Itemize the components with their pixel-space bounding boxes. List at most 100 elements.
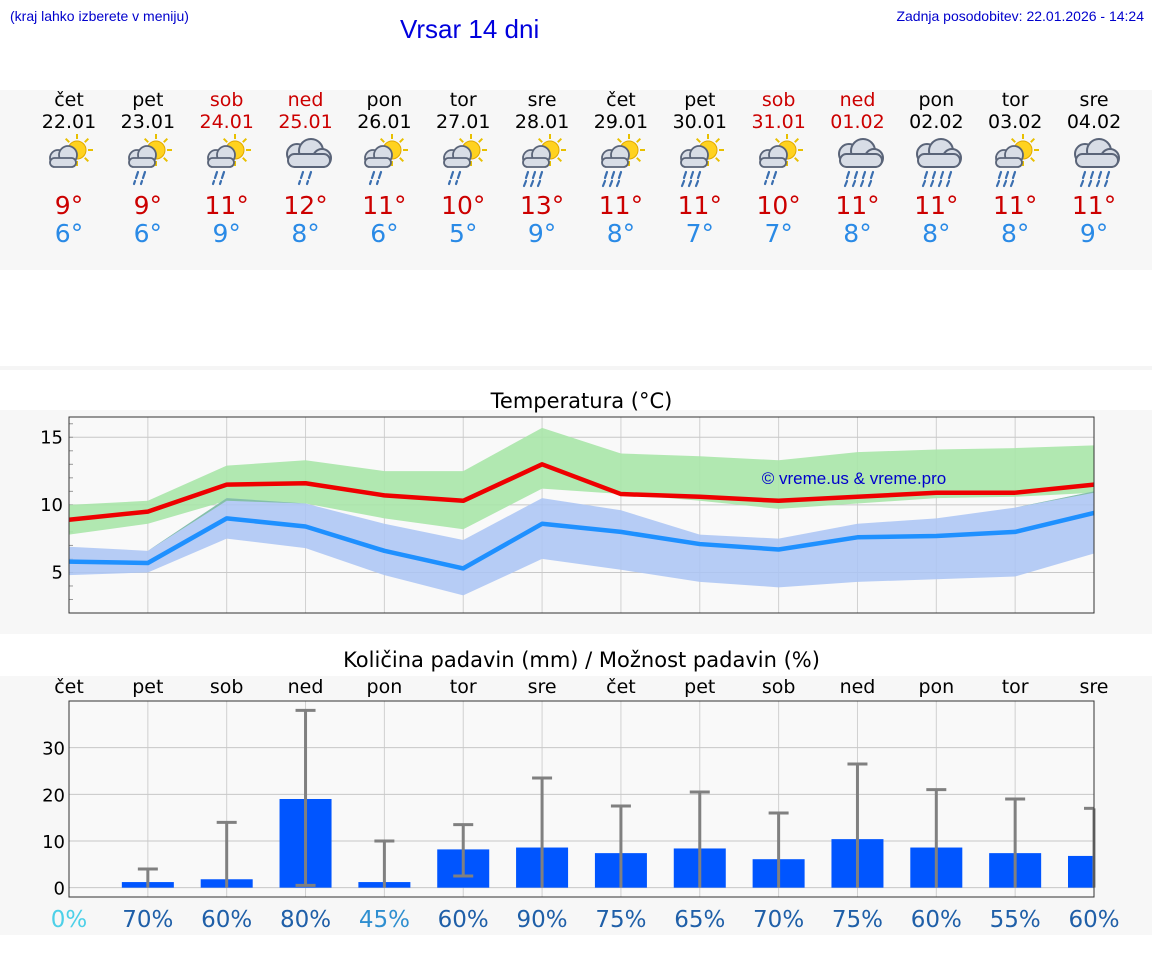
day-name: sre bbox=[1079, 89, 1109, 111]
temp-min: 7° bbox=[764, 219, 793, 248]
last-update: Zadnja posodobitev: 22.01.2026 - 14:24 bbox=[896, 8, 1144, 24]
day-date: 04.02 bbox=[1066, 111, 1122, 133]
precipitation-day-label: sre bbox=[528, 676, 557, 698]
sun-cloud-heavy-rain-icon bbox=[679, 134, 724, 188]
temp-min: 9° bbox=[212, 219, 241, 248]
day-date: 31.01 bbox=[751, 111, 806, 133]
precipitation-probability: 60% bbox=[1068, 907, 1119, 933]
day-date: 24.01 bbox=[199, 111, 254, 133]
day-name: sob bbox=[761, 89, 796, 111]
temp-max: 10° bbox=[441, 191, 486, 220]
precipitation-probability: 45% bbox=[359, 907, 410, 933]
precipitation-chart-title: Količina padavin (mm) / Možnost padavin … bbox=[343, 648, 820, 672]
day-name: pet bbox=[132, 89, 164, 111]
day-name: tor bbox=[449, 89, 477, 111]
precipitation-y-tick: 30 bbox=[42, 739, 65, 760]
temp-max: 11° bbox=[835, 191, 880, 220]
min-temperature-line bbox=[68, 510, 1095, 571]
day-date: 02.02 bbox=[909, 111, 964, 133]
temp-max: 11° bbox=[993, 191, 1038, 220]
precipitation-probability: 75% bbox=[832, 907, 883, 933]
temp-min: 6° bbox=[133, 219, 163, 248]
day-date: 28.01 bbox=[514, 111, 570, 133]
day-column: tor 27.01 10° 5° bbox=[423, 90, 503, 248]
precipitation-day-label: tor bbox=[450, 676, 477, 698]
day-date: 03.02 bbox=[987, 111, 1043, 133]
precipitation-probability: 65% bbox=[674, 907, 725, 933]
temp-min: 8° bbox=[291, 219, 320, 248]
precipitation-probability: 70% bbox=[122, 907, 173, 933]
day-name: sre bbox=[527, 89, 557, 111]
day-column: tor 03.02 11° 8° bbox=[975, 90, 1055, 248]
temperature-y-tick: 15 bbox=[40, 427, 63, 448]
day-column: pon 02.02 11° 8° bbox=[896, 90, 976, 248]
cloud-heavy-rain-icon bbox=[1074, 138, 1121, 188]
precipitation-day-label: pet bbox=[132, 676, 163, 698]
day-name: čet bbox=[606, 89, 636, 111]
day-name: ned bbox=[287, 89, 324, 111]
cloud-heavy-rain-icon bbox=[837, 138, 884, 188]
day-column: čet 29.01 11° 8° bbox=[581, 90, 661, 248]
temp-max: 11° bbox=[362, 191, 407, 220]
min-temperature-band bbox=[69, 491, 1094, 596]
watermark: © vreme.us & vreme.pro bbox=[762, 469, 946, 488]
temp-min: 9° bbox=[527, 219, 557, 248]
precipitation-y-tick: 10 bbox=[42, 832, 65, 853]
precipitation-day-label: pon bbox=[367, 676, 403, 698]
forecast-strip: čet 22.01 9° 6° pet 23.01 9° 6° sob 24.01 11° 9° ned… bbox=[0, 90, 1152, 270]
precipitation-probability: 0% bbox=[51, 907, 88, 933]
day-column: sob 24.01 11° 9° bbox=[187, 90, 267, 248]
precipitation-y-tick: 20 bbox=[42, 785, 65, 806]
day-name: pet bbox=[684, 89, 716, 111]
day-column: pet 23.01 9° 6° bbox=[108, 90, 188, 248]
precipitation-plot-frame bbox=[68, 700, 1095, 898]
day-date: 22.01 bbox=[41, 111, 97, 133]
precipitation-day-label: ned bbox=[840, 676, 876, 698]
day-date: 23.01 bbox=[120, 111, 176, 133]
precipitation-probability: 60% bbox=[201, 907, 252, 933]
sun-cloud-heavy-rain-icon bbox=[522, 134, 567, 188]
sun-cloud-rain-icon bbox=[758, 134, 803, 186]
temp-min: 8° bbox=[606, 219, 636, 248]
page-title: Vrsar 14 dni bbox=[400, 14, 540, 44]
temperature-chart-title: Temperatura (°C) bbox=[490, 389, 673, 413]
cloud-rain-icon bbox=[285, 138, 332, 186]
day-column: čet 22.01 9° 6° bbox=[29, 90, 109, 248]
precipitation-day-label: ned bbox=[288, 676, 324, 698]
day-column: pet 30.01 11° 7° bbox=[660, 90, 740, 248]
temp-min: 6° bbox=[54, 219, 84, 248]
temp-max: 11° bbox=[598, 191, 644, 220]
day-column: ned 01.02 11° 8° bbox=[818, 90, 898, 248]
precipitation-day-label: pet bbox=[684, 676, 715, 698]
precipitation-y-tick: 0 bbox=[54, 879, 65, 900]
day-date: 25.01 bbox=[278, 111, 333, 133]
max-temperature-line bbox=[68, 462, 1095, 522]
section-divider bbox=[0, 366, 1152, 370]
temp-min: 9° bbox=[1079, 219, 1109, 248]
day-name: pon bbox=[918, 89, 955, 111]
day-date: 29.01 bbox=[593, 111, 649, 133]
day-name: sob bbox=[209, 89, 244, 111]
day-name: ned bbox=[839, 89, 876, 111]
precipitation-day-label: pon bbox=[918, 676, 954, 698]
temp-min: 8° bbox=[1000, 219, 1030, 248]
precipitation-bar bbox=[1068, 855, 1094, 888]
temperature-plot-frame bbox=[68, 416, 1095, 614]
day-name: pon bbox=[366, 89, 403, 111]
day-column: ned 25.01 12° 8° bbox=[266, 90, 346, 248]
temp-max: 10° bbox=[756, 191, 801, 220]
sun-cloud-rain-icon bbox=[206, 134, 251, 186]
temp-max: 9° bbox=[54, 191, 84, 220]
temp-max: 9° bbox=[133, 191, 163, 220]
sun-cloud-rain-icon bbox=[127, 134, 172, 186]
temp-max: 11° bbox=[1071, 191, 1117, 220]
precipitation-day-label: sob bbox=[210, 676, 244, 698]
precipitation-probability: 70% bbox=[753, 907, 804, 933]
temp-min: 8° bbox=[843, 219, 872, 248]
day-column: pon 26.01 11° 6° bbox=[344, 90, 424, 248]
precipitation-probability: 55% bbox=[990, 907, 1041, 933]
precipitation-probability: 75% bbox=[595, 907, 646, 933]
precipitation-probability: 90% bbox=[517, 907, 568, 933]
precipitation-day-label: čet bbox=[54, 676, 84, 698]
